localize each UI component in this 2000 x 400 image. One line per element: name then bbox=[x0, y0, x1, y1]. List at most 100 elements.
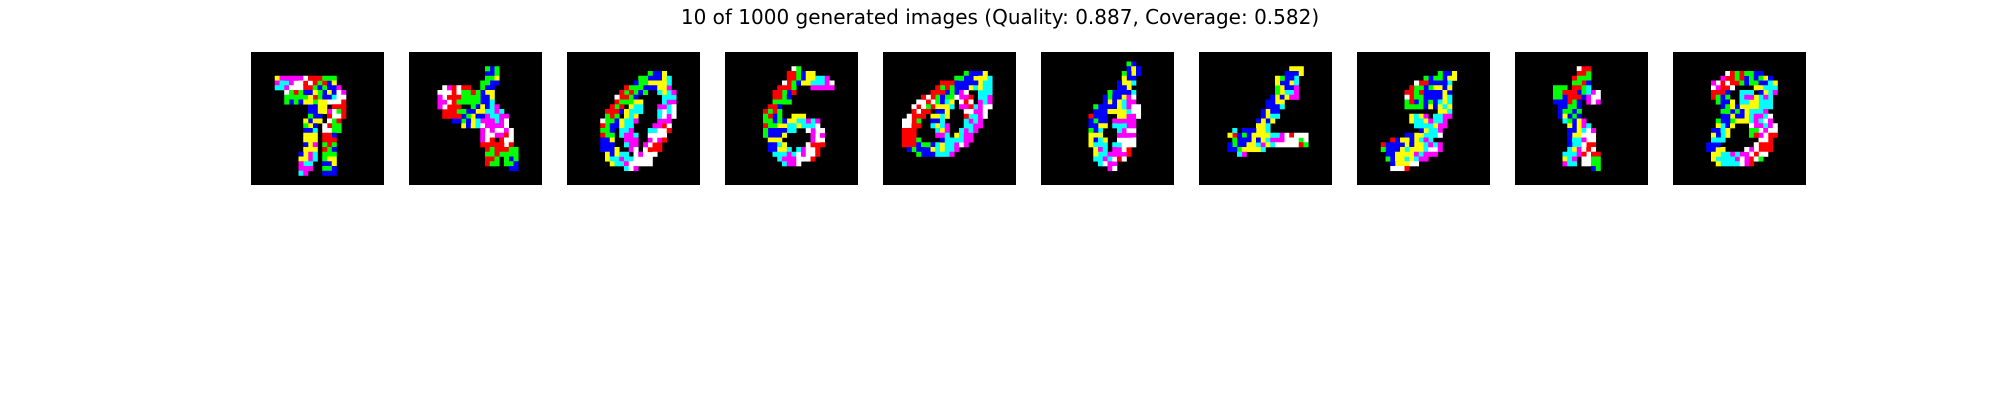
pixel bbox=[1112, 147, 1118, 153]
pixel bbox=[657, 128, 663, 134]
pixel bbox=[666, 123, 672, 129]
pixel bbox=[978, 75, 984, 81]
pixel bbox=[327, 80, 333, 86]
pixel bbox=[1572, 104, 1578, 110]
pixel bbox=[504, 113, 510, 119]
pixel bbox=[1126, 99, 1132, 105]
pixel bbox=[633, 166, 639, 172]
pixel bbox=[772, 147, 778, 153]
pixel bbox=[308, 99, 314, 105]
pixel bbox=[810, 151, 816, 157]
pixel bbox=[652, 75, 658, 81]
pixel bbox=[513, 156, 519, 162]
pixel bbox=[605, 123, 611, 129]
pixel bbox=[796, 161, 802, 167]
pixel bbox=[782, 80, 788, 86]
pixel bbox=[1447, 90, 1453, 96]
pixel bbox=[1720, 94, 1726, 100]
pixel bbox=[628, 113, 634, 119]
pixel bbox=[777, 118, 783, 124]
pixel bbox=[1126, 123, 1132, 129]
pixel bbox=[322, 161, 328, 167]
pixel bbox=[327, 118, 333, 124]
pixel bbox=[944, 151, 950, 157]
pixel bbox=[513, 166, 519, 172]
pixel bbox=[1744, 118, 1750, 124]
pixel bbox=[1265, 132, 1271, 138]
pixel bbox=[628, 137, 634, 143]
pixel bbox=[1275, 132, 1281, 138]
pixel bbox=[1591, 161, 1597, 167]
pixel bbox=[643, 161, 649, 167]
pixel bbox=[327, 156, 333, 162]
pixel bbox=[1260, 123, 1266, 129]
pixel bbox=[1442, 75, 1448, 81]
pixel bbox=[489, 71, 495, 77]
pixel bbox=[906, 132, 912, 138]
pixel bbox=[791, 90, 797, 96]
pixel bbox=[336, 118, 342, 124]
pixel bbox=[1567, 137, 1573, 143]
pixel bbox=[1121, 99, 1127, 105]
pixel bbox=[1289, 94, 1295, 100]
pixel bbox=[1136, 113, 1142, 119]
pixel bbox=[763, 109, 769, 115]
pixel bbox=[968, 118, 974, 124]
generated-image-10-pixels bbox=[1673, 52, 1806, 185]
pixel bbox=[982, 99, 988, 105]
pixel bbox=[1433, 147, 1439, 153]
pixel bbox=[911, 142, 917, 148]
pixel bbox=[978, 104, 984, 110]
pixel bbox=[336, 94, 342, 100]
pixel bbox=[298, 170, 304, 176]
pixel bbox=[1442, 94, 1448, 100]
pixel bbox=[1567, 142, 1573, 148]
pixel bbox=[1428, 85, 1434, 91]
pixel bbox=[815, 142, 821, 148]
pixel bbox=[327, 170, 333, 176]
pixel bbox=[1730, 71, 1736, 77]
pixel bbox=[643, 90, 649, 96]
pixel bbox=[1758, 151, 1764, 157]
pixel bbox=[772, 128, 778, 134]
pixel bbox=[1409, 113, 1415, 119]
pixel bbox=[1567, 151, 1573, 157]
pixel bbox=[1567, 156, 1573, 162]
pixel bbox=[1136, 66, 1142, 72]
generated-image-10 bbox=[1673, 52, 1806, 185]
pixel bbox=[1260, 128, 1266, 134]
pixel bbox=[1581, 161, 1587, 167]
pixel bbox=[1265, 123, 1271, 129]
pixel bbox=[1107, 94, 1113, 100]
pixel bbox=[1739, 109, 1745, 115]
pixel bbox=[1744, 151, 1750, 157]
pixel bbox=[303, 142, 309, 148]
pixel bbox=[274, 85, 280, 91]
pixel bbox=[767, 128, 773, 134]
pixel bbox=[466, 113, 472, 119]
pixel bbox=[1279, 137, 1285, 143]
pixel bbox=[1303, 142, 1309, 148]
pixel bbox=[499, 123, 505, 129]
pixel bbox=[489, 118, 495, 124]
pixel bbox=[968, 80, 974, 86]
pixel bbox=[1586, 156, 1592, 162]
pixel bbox=[341, 109, 347, 115]
pixel bbox=[451, 113, 457, 119]
pixel bbox=[331, 151, 337, 157]
pixel bbox=[959, 142, 965, 148]
pixel bbox=[791, 66, 797, 72]
pixel bbox=[1447, 75, 1453, 81]
pixel bbox=[1442, 80, 1448, 86]
pixel bbox=[935, 109, 941, 115]
pixel bbox=[303, 90, 309, 96]
pixel bbox=[312, 109, 318, 115]
pixel bbox=[279, 85, 285, 91]
pixel bbox=[633, 161, 639, 167]
pixel bbox=[1126, 94, 1132, 100]
pixel bbox=[470, 99, 476, 105]
pixel bbox=[810, 132, 816, 138]
pixel bbox=[1131, 128, 1137, 134]
pixel bbox=[1136, 109, 1142, 115]
pixel bbox=[638, 85, 644, 91]
